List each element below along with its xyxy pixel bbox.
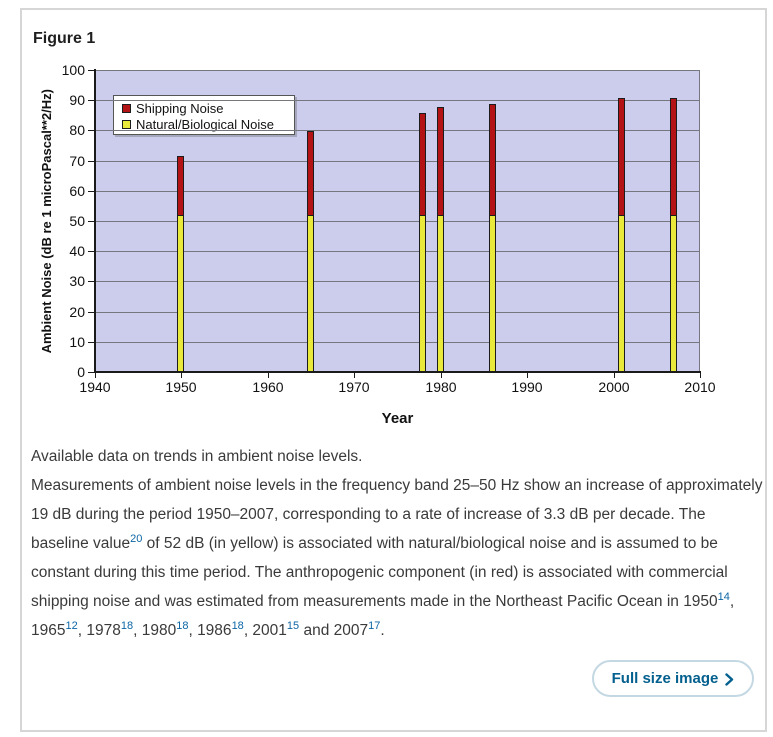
x-axis-line: [94, 371, 701, 373]
x-tick-label-1940: 1940: [79, 379, 111, 395]
bar-1980-natural-biological-noise: [437, 215, 444, 372]
bar-1986-natural-biological-noise: [489, 215, 496, 372]
figure-title: Figure 1: [33, 30, 96, 47]
gridline-10: [95, 341, 700, 343]
gridline-40: [95, 251, 700, 253]
legend-swatch-shipping-noise: [122, 103, 131, 113]
gridline-20: [95, 311, 700, 313]
reference-link-17[interactable]: 17: [368, 619, 381, 632]
y-tick-40: [88, 251, 94, 253]
x-tick-1950: [181, 373, 182, 378]
y-tick-label-60: 60: [69, 182, 85, 199]
bar-1950-shipping-noise: [177, 156, 184, 216]
bar-1950-natural-biological-noise: [177, 215, 184, 372]
x-tick-1990: [527, 373, 528, 378]
legend-item-natural-biological-noise: Natural/Biological Noise: [122, 116, 294, 132]
gridline-90: [95, 100, 700, 102]
caption-body: Measurements of ambient noise levels in …: [31, 477, 763, 639]
x-tick-label-1990: 1990: [511, 379, 543, 395]
bar-2007-shipping-noise: [670, 98, 677, 216]
legend-swatch-natural-biological-noise: [122, 119, 131, 129]
legend-label-natural-biological-noise: Natural/Biological Noise: [136, 116, 275, 132]
y-tick-label-30: 30: [69, 273, 85, 290]
bar-1978-natural-biological-noise: [419, 215, 426, 372]
caption-intro: Available data on trends in ambient nois…: [31, 448, 363, 465]
figure-caption: Available data on trends in ambient nois…: [31, 442, 766, 645]
bar-2001-natural-biological-noise: [618, 215, 625, 372]
x-tick-label-1960: 1960: [252, 379, 284, 395]
y-tick-80: [88, 130, 94, 132]
y-axis-line: [94, 69, 96, 373]
y-tick-label-90: 90: [69, 92, 85, 109]
y-tick-100: [88, 70, 94, 71]
x-tick-label-1950: 1950: [165, 379, 197, 395]
y-tick-label-10: 10: [69, 333, 85, 350]
y-tick-60: [88, 190, 94, 192]
x-tick-label-2010: 2010: [684, 379, 716, 395]
chevron-right-icon: [725, 672, 734, 686]
y-tick-90: [88, 100, 94, 102]
y-tick-label-100: 100: [61, 62, 85, 78]
chart-legend: Shipping Noise Natural/Biological Noise: [113, 95, 295, 135]
x-tick-2000: [614, 373, 615, 378]
x-tick-1940: [95, 373, 96, 378]
figure-card: Figure 1 Ambient Noise (dB re 1 microPas…: [20, 8, 767, 732]
bar-1980-shipping-noise: [437, 107, 444, 216]
x-axis-title: Year: [381, 410, 414, 427]
y-tick-50: [88, 221, 94, 222]
x-tick-2010: [700, 373, 701, 378]
bar-2001-shipping-noise: [618, 98, 625, 216]
gridline-30: [95, 281, 700, 283]
y-tick-10: [88, 341, 94, 343]
reference-link-18[interactable]: 18: [120, 619, 134, 632]
reference-link-15[interactable]: 15: [286, 619, 300, 632]
y-tick-label-40: 40: [69, 243, 85, 260]
reference-link-14[interactable]: 14: [717, 590, 730, 603]
reference-link-18[interactable]: 18: [231, 619, 244, 632]
reference-link-20[interactable]: 20: [130, 532, 143, 545]
x-tick-1960: [268, 373, 269, 378]
gridline-60: [95, 190, 700, 192]
x-tick-label-1970: 1970: [338, 379, 370, 395]
y-tick-label-20: 20: [69, 303, 85, 320]
reference-link-12[interactable]: 12: [65, 619, 78, 632]
bar-2007-natural-biological-noise: [670, 215, 677, 372]
y-tick-30: [88, 281, 94, 283]
y-tick-0: [88, 372, 94, 373]
y-tick-label-0: 0: [77, 364, 85, 380]
y-tick-70: [88, 160, 94, 162]
full-size-image-button[interactable]: Full size image: [592, 660, 754, 697]
x-tick-1980: [441, 373, 442, 378]
gridline-80: [95, 130, 700, 132]
reference-link-18[interactable]: 18: [176, 619, 189, 632]
bar-1965-shipping-noise: [307, 131, 314, 216]
bar-1986-shipping-noise: [489, 104, 496, 216]
legend-label-shipping-noise: Shipping Noise: [136, 100, 224, 116]
gridline-70: [95, 160, 700, 162]
bar-1965-natural-biological-noise: [307, 215, 314, 372]
bar-1978-shipping-noise: [419, 113, 426, 216]
gridline-50: [95, 221, 700, 222]
y-tick-label-70: 70: [69, 152, 85, 169]
y-tick-20: [88, 311, 94, 313]
x-tick-label-1980: 1980: [425, 379, 457, 395]
y-tick-label-50: 50: [69, 213, 85, 229]
x-tick-label-2000: 2000: [598, 379, 630, 395]
x-tick-1970: [354, 373, 355, 378]
legend-item-shipping-noise: Shipping Noise: [122, 100, 294, 116]
y-tick-label-80: 80: [69, 122, 85, 139]
ambient-noise-chart: Ambient Noise (dB re 1 microPascal**2/Hz…: [35, 58, 725, 436]
full-size-image-label: Full size image: [611, 670, 719, 687]
